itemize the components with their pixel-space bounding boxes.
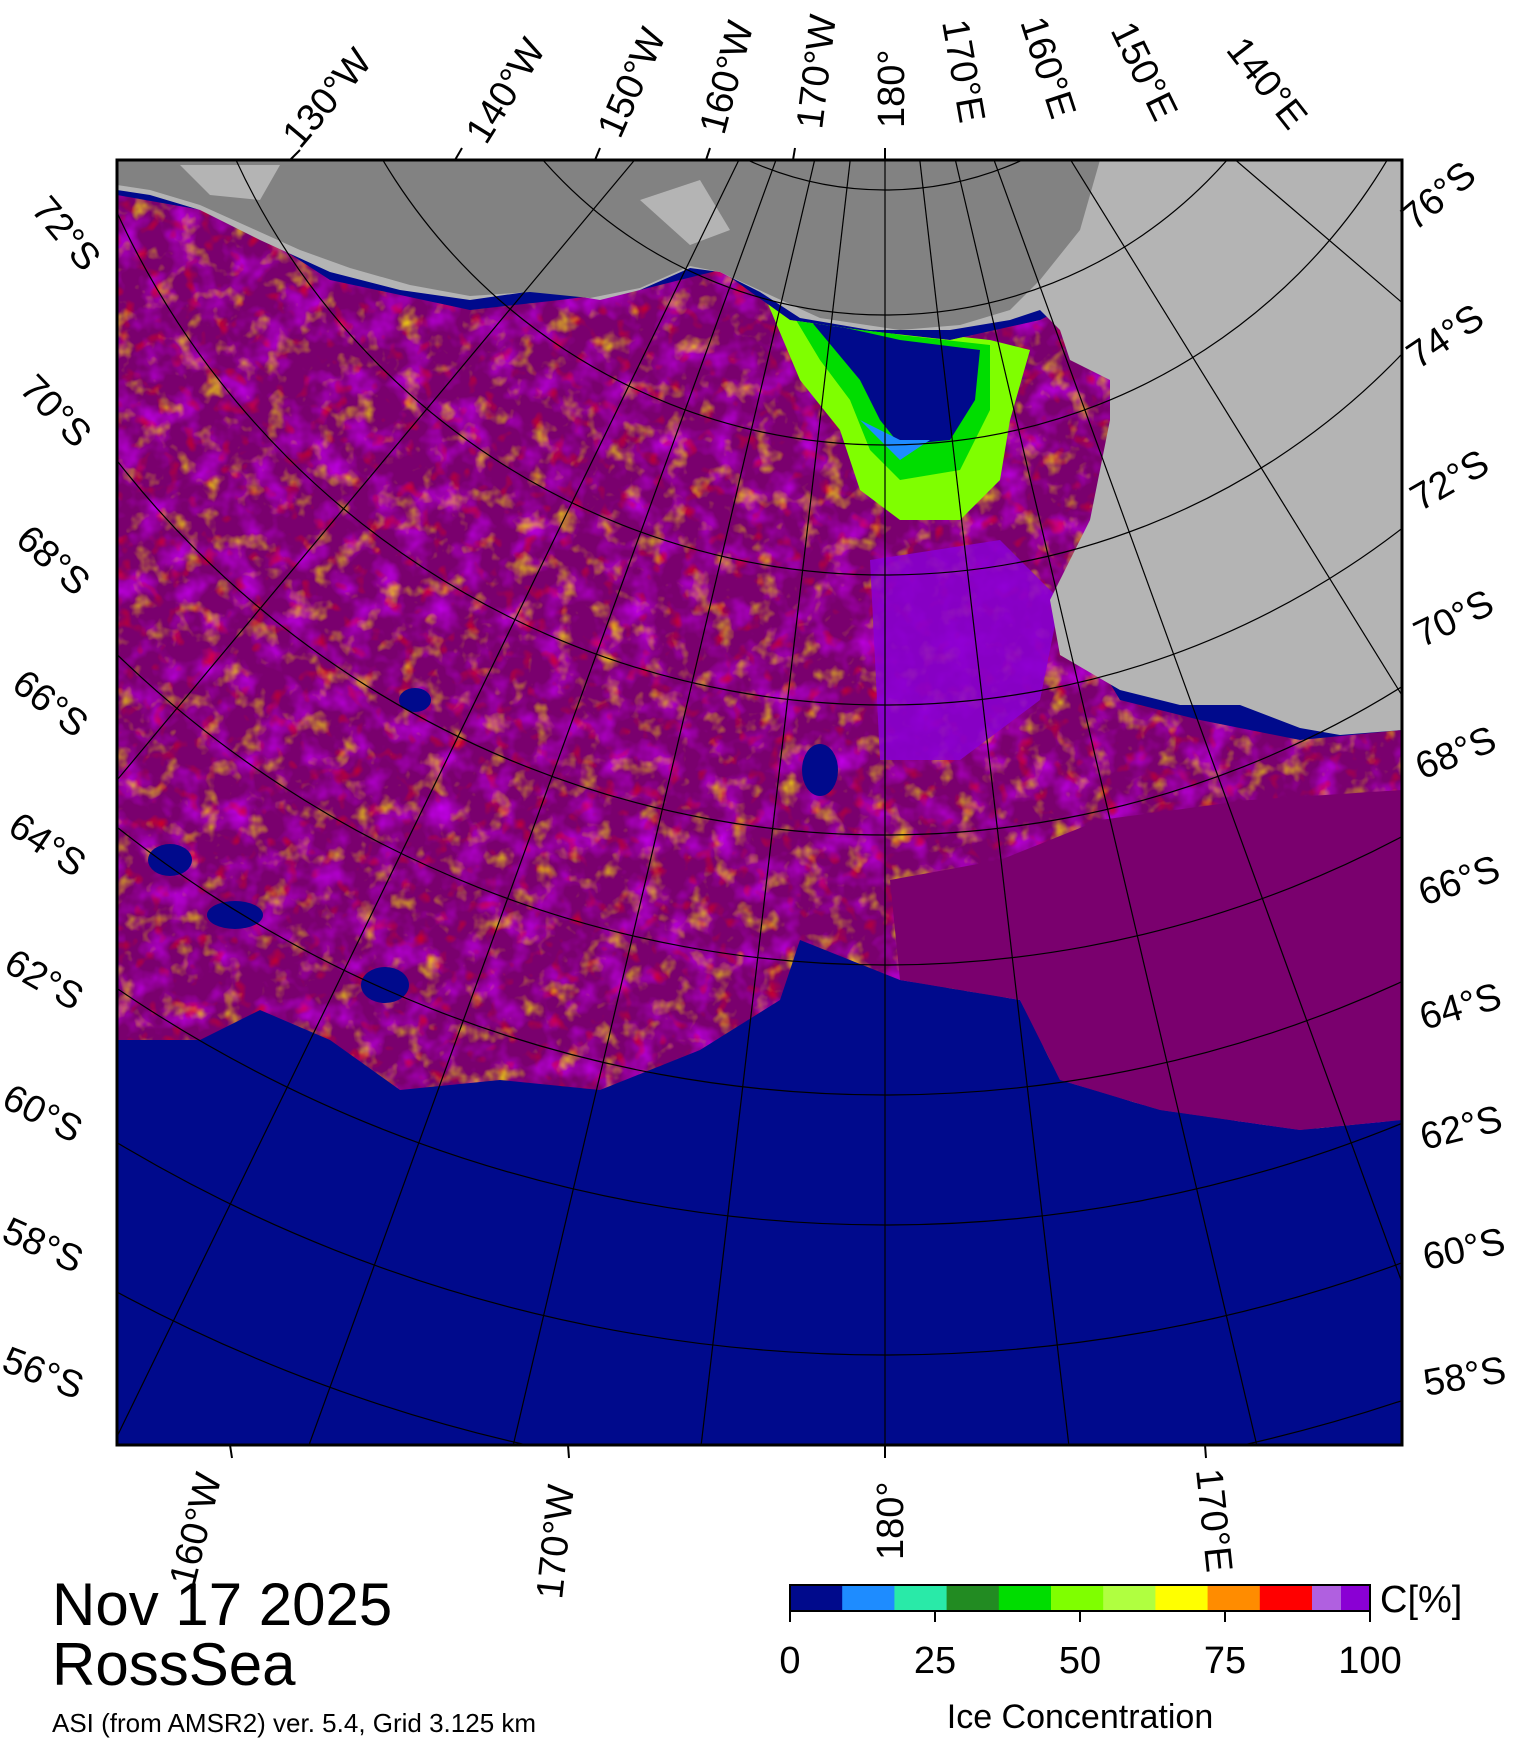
colorbar-cell: [1155, 1585, 1209, 1611]
product-note: ASI (from AMSR2) ver. 5.4, Grid 3.125 km: [52, 1708, 537, 1738]
ross-ice-shelf: [117, 160, 1100, 330]
lon-label-top-170w: 170°W: [789, 12, 845, 131]
colorbar-unit: C[%]: [1380, 1579, 1462, 1621]
colorbar-cell: [1341, 1585, 1371, 1611]
colorbar-tick-50: 50: [1059, 1640, 1101, 1682]
map-border: [115, 158, 1404, 1447]
right-latitude-labels: 76°S 74°S 72°S 70°S 68°S 66°S 64°S 62°S …: [1394, 153, 1509, 1404]
lon-label-bottom-180: 180°: [870, 1481, 912, 1560]
lat-label-left-70s: 70°S: [12, 367, 100, 456]
lat-label-right-68s: 68°S: [1410, 718, 1503, 788]
colorbar-cell: [1207, 1585, 1261, 1611]
lat-label-right-72s: 72°S: [1404, 442, 1497, 520]
colorbar-cell: [842, 1585, 895, 1611]
lon-label-top-160w: 160°W: [692, 17, 762, 139]
lon-label-top-150w: 150°W: [590, 22, 675, 144]
lat-label-left-56s: 56°S: [0, 1339, 89, 1408]
colorbar-tick-75: 75: [1204, 1640, 1246, 1682]
lat-label-right-58s: 58°S: [1420, 1349, 1509, 1405]
lon-label-bottom-170w: 170°W: [529, 1483, 583, 1601]
lon-label-top-160e: 160°E: [1011, 12, 1083, 124]
lon-label-bottom-170e: 170°E: [1187, 1467, 1240, 1575]
colorbar-cell: [946, 1585, 1000, 1611]
antarctica-land: [117, 160, 1402, 735]
lat-label-left-62s: 62°S: [0, 941, 90, 1019]
lat-label-left-64s: 64°S: [1, 805, 93, 886]
lat-label-left-72s: 72°S: [23, 189, 108, 279]
date-title: Nov 17 2025: [52, 1571, 393, 1638]
lon-label-top-170e: 170°E: [933, 16, 992, 126]
lon-label-top-140w: 140°W: [458, 31, 554, 150]
lat-label-right-60s: 60°S: [1419, 1221, 1509, 1279]
lat-label-right-76s: 76°S: [1394, 153, 1484, 238]
lon-label-top-180: 180°: [871, 49, 913, 128]
colorbar-cell: [998, 1585, 1052, 1611]
lat-label-left-58s: 58°S: [0, 1210, 89, 1282]
lon-label-top-130w: 130°W: [275, 41, 381, 156]
colorbar-tick-100: 100: [1338, 1640, 1401, 1682]
colorbar-cell: [1051, 1585, 1104, 1611]
colorbar-tick-0: 0: [779, 1640, 800, 1682]
lon-label-top-140e: 140°E: [1218, 30, 1315, 138]
lat-label-right-70s: 70°S: [1408, 582, 1501, 656]
colorbar: 0 25 50 75 100 C[%] Ice Concentration: [779, 1579, 1462, 1736]
lat-label-right-66s: 66°S: [1413, 848, 1505, 915]
lon-label-top-150e: 150°E: [1102, 16, 1185, 128]
region-title: RossSea: [52, 1631, 296, 1698]
top-longitude-labels: 130°W 140°W 150°W 160°W 170°W 180° 170°E…: [275, 12, 1315, 156]
colorbar-title: Ice Concentration: [947, 1698, 1214, 1736]
map-frame: [117, 160, 1402, 1445]
colorbar-cell: [790, 1585, 843, 1611]
colorbar-cell: [1259, 1585, 1313, 1611]
lat-label-left-68s: 68°S: [8, 517, 98, 604]
lat-label-right-62s: 62°S: [1416, 1098, 1507, 1159]
colorbar-tick-25: 25: [914, 1640, 956, 1682]
colorbar-cell: [1312, 1585, 1342, 1611]
lat-label-left-60s: 60°S: [0, 1077, 89, 1152]
lat-label-left-66s: 66°S: [4, 662, 95, 746]
lat-label-right-74s: 74°S: [1400, 296, 1492, 377]
colorbar-cell: [1103, 1585, 1156, 1611]
left-latitude-labels: 72°S 70°S 68°S 66°S 64°S 62°S 60°S 58°S …: [0, 189, 109, 1408]
lat-label-right-64s: 64°S: [1415, 975, 1506, 1038]
colorbar-cell: [894, 1585, 948, 1611]
